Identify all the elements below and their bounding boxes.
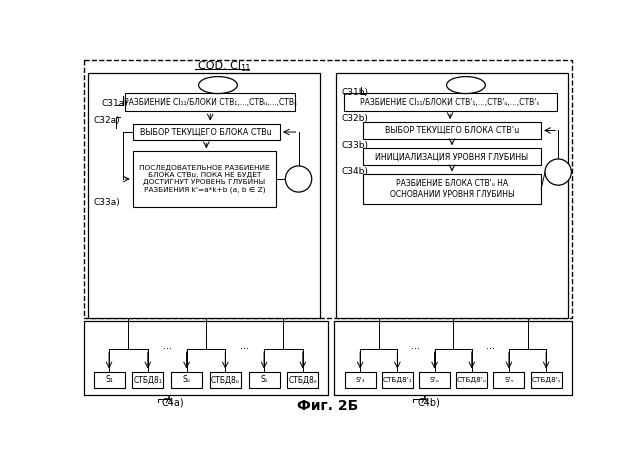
Text: ...: ... — [163, 341, 172, 351]
Text: Фиг. 2Б: Фиг. 2Б — [298, 399, 358, 413]
Bar — [419, 372, 450, 388]
Ellipse shape — [447, 77, 485, 93]
Text: 1≤u≤S: 1≤u≤S — [285, 176, 312, 182]
Text: РАЗБИЕНИЕ Cl₁₁/БЛОКИ СТВ'₁,...,СТВ'ᵤ,...,СТВ'ₛ: РАЗБИЕНИЕ Cl₁₁/БЛОКИ СТВ'₁,...,СТВ'ᵤ,...… — [360, 98, 540, 106]
Bar — [132, 124, 280, 140]
Text: РАЗБИЕНИЕ БЛОКА СТВ'ᵤ НА
ОСНОВАНИИ УРОВНЯ ГЛУБИНЫ: РАЗБИЕНИЕ БЛОКА СТВ'ᵤ НА ОСНОВАНИИ УРОВН… — [390, 179, 515, 199]
Text: C32b): C32b) — [342, 114, 369, 123]
Circle shape — [545, 159, 572, 185]
Bar — [84, 60, 572, 318]
Bar — [334, 321, 572, 395]
Text: S'₁: S'₁ — [355, 377, 365, 383]
Bar — [287, 372, 318, 388]
Text: РАЗБИЕНИЕ Cl₁₁/БЛОКИ СТВ₁,...,СТВᵤ,...,СТВₛ: РАЗБИЕНИЕ Cl₁₁/БЛОКИ СТВ₁,...,СТВᵤ,...,С… — [124, 98, 296, 106]
Bar — [493, 372, 524, 388]
Bar — [93, 372, 125, 388]
Bar — [248, 372, 280, 388]
Text: Sᵤ: Sᵤ — [182, 375, 191, 385]
Text: CТБД8ᵤ: CТБД8ᵤ — [211, 375, 240, 385]
Bar — [132, 151, 276, 207]
Bar — [336, 73, 568, 318]
Text: C4b): C4b) — [417, 397, 440, 407]
Text: COD. Cl: COD. Cl — [198, 61, 241, 71]
Text: C34b): C34b) — [342, 167, 369, 176]
Bar — [84, 321, 328, 395]
Bar — [88, 73, 320, 318]
Text: ...: ... — [486, 341, 495, 351]
Text: S'ₛ: S'ₛ — [504, 377, 514, 383]
Bar — [345, 372, 376, 388]
Text: ИНИЦИАЛИЗАЦИЯ УРОВНЯ ГЛУБИНЫ: ИНИЦИАЛИЗАЦИЯ УРОВНЯ ГЛУБИНЫ — [376, 152, 529, 161]
Text: 11: 11 — [239, 64, 250, 73]
Bar — [210, 372, 241, 388]
Text: C33a): C33a) — [94, 199, 121, 207]
Text: ВЫБОР ТЕКУЩЕГО БЛОКА СТВ’u: ВЫБОР ТЕКУЩЕГО БЛОКА СТВ’u — [385, 126, 519, 135]
Text: CТБД8ₛ: CТБД8ₛ — [289, 375, 317, 385]
Circle shape — [285, 166, 312, 192]
Text: S'ᵤ: S'ᵤ — [429, 377, 440, 383]
Bar — [344, 93, 557, 111]
Text: 1≤u≤S: 1≤u≤S — [545, 169, 572, 175]
Text: C31b): C31b) — [342, 88, 369, 97]
Text: Sₛ: Sₛ — [260, 375, 268, 385]
Text: CТБД8'ₛ: CТБД8'ₛ — [531, 377, 561, 383]
Text: ПОСЛЕДОВАТЕЛЬНОЕ РАЗБИЕНИЕ
БЛОКА СТВu, ПОКА НЕ БУДЕТ
ДОСТИГНУТ УРОВЕНЬ ГЛУБИНЫ
Р: ПОСЛЕДОВАТЕЛЬНОЕ РАЗБИЕНИЕ БЛОКА СТВu, П… — [139, 165, 269, 193]
Text: CТБД8₁: CТБД8₁ — [133, 375, 162, 385]
Text: C4a): C4a) — [161, 397, 184, 407]
Text: C31a): C31a) — [102, 99, 129, 108]
Bar — [363, 148, 541, 165]
Text: ВЫБОР ТЕКУЩЕГО БЛОКА СТВu: ВЫБОР ТЕКУЩЕГО БЛОКА СТВu — [140, 127, 272, 137]
Bar — [363, 122, 541, 139]
Text: C33b): C33b) — [342, 140, 369, 150]
Bar — [132, 372, 163, 388]
Text: C3b: C3b — [455, 80, 477, 90]
Text: ...: ... — [412, 341, 420, 351]
Text: ...: ... — [240, 341, 249, 351]
Text: CТБД8'₁: CТБД8'₁ — [383, 377, 412, 383]
Text: S₁: S₁ — [105, 375, 113, 385]
Text: C32a): C32a) — [94, 116, 120, 125]
Bar — [456, 372, 487, 388]
Text: C3a: C3a — [207, 80, 229, 90]
Text: CТБД8'ᵤ: CТБД8'ᵤ — [457, 377, 486, 383]
Bar — [125, 93, 296, 111]
Ellipse shape — [198, 77, 237, 93]
Bar — [363, 174, 541, 204]
Bar — [171, 372, 202, 388]
Bar — [531, 372, 562, 388]
Bar — [382, 372, 413, 388]
